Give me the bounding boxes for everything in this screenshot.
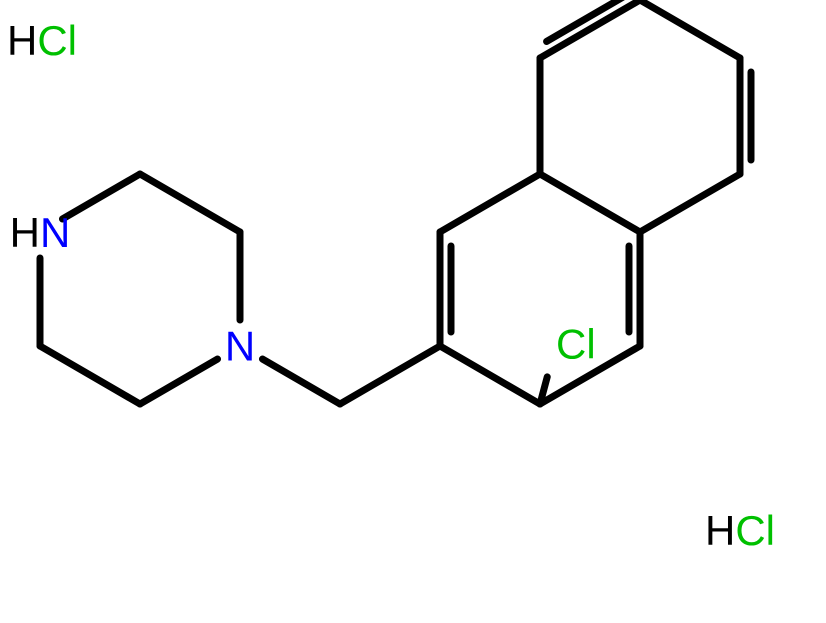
salt-label: HCl: [705, 507, 775, 554]
atom-halo-layer: [14, 206, 582, 372]
bond: [540, 0, 640, 58]
bond: [262, 359, 340, 404]
atom-label: HN: [10, 209, 71, 256]
bond: [440, 346, 540, 404]
bond: [40, 346, 140, 404]
bond: [340, 346, 440, 404]
bond: [640, 174, 740, 232]
atom-label: Cl: [556, 321, 596, 368]
bond: [140, 174, 240, 232]
molecule-diagram: HN N Cl HCl HCl: [0, 0, 826, 623]
bond: [440, 174, 540, 232]
atom-label-layer: HN N Cl HCl HCl: [7, 17, 775, 554]
bond: [540, 174, 640, 232]
bond: [140, 359, 218, 404]
atom-label: N: [225, 323, 255, 370]
salt-label: HCl: [7, 17, 77, 64]
bond: [640, 0, 740, 58]
bond: [62, 174, 140, 219]
bond-layer: [40, 0, 751, 404]
